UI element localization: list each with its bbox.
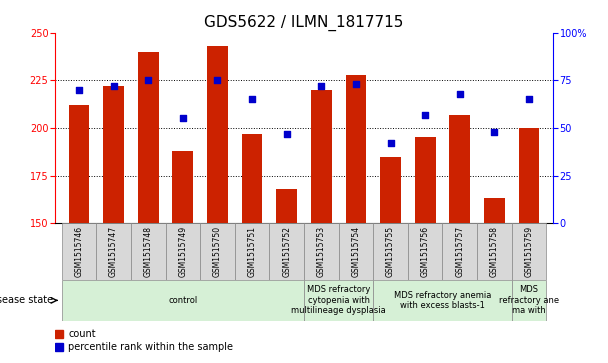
- Bar: [241, 134, 263, 223]
- Point: [524, 97, 534, 102]
- Bar: [449, 115, 470, 223]
- Text: GSM1515751: GSM1515751: [247, 226, 257, 277]
- Bar: [512, 223, 547, 280]
- Point: [489, 129, 499, 135]
- Bar: [408, 223, 443, 280]
- Bar: [311, 90, 332, 223]
- Point: [247, 97, 257, 102]
- Text: GSM1515748: GSM1515748: [143, 226, 153, 277]
- Bar: [165, 223, 200, 280]
- Text: GSM1515759: GSM1515759: [525, 226, 534, 277]
- Text: GSM1515758: GSM1515758: [490, 226, 499, 277]
- Text: GSM1515749: GSM1515749: [178, 226, 187, 277]
- Point: [282, 131, 292, 136]
- Point: [213, 77, 223, 83]
- Bar: [484, 199, 505, 223]
- Point: [316, 83, 326, 89]
- Bar: [345, 74, 366, 223]
- Text: MDS refractory
cytopenia with
multilineage dysplasia: MDS refractory cytopenia with multilinea…: [291, 285, 386, 315]
- Bar: [380, 156, 401, 223]
- Point: [74, 87, 84, 93]
- Bar: [443, 223, 477, 280]
- Text: MDS refractory anemia
with excess blasts-1: MDS refractory anemia with excess blasts…: [394, 291, 491, 310]
- Bar: [415, 138, 435, 223]
- Text: GSM1515754: GSM1515754: [351, 226, 361, 277]
- Text: GSM1515756: GSM1515756: [421, 226, 430, 277]
- Bar: [207, 46, 228, 223]
- Bar: [276, 189, 297, 223]
- Bar: [61, 223, 96, 280]
- Bar: [477, 223, 512, 280]
- Point: [143, 77, 153, 83]
- Text: control: control: [168, 296, 198, 305]
- Bar: [373, 223, 408, 280]
- Bar: [61, 280, 304, 321]
- Bar: [373, 280, 512, 321]
- Text: disease state: disease state: [0, 295, 53, 305]
- Text: count: count: [68, 329, 96, 339]
- Text: GSM1515746: GSM1515746: [74, 226, 83, 277]
- Text: GSM1515757: GSM1515757: [455, 226, 465, 277]
- Bar: [69, 105, 89, 223]
- Bar: [173, 151, 193, 223]
- Text: percentile rank within the sample: percentile rank within the sample: [68, 342, 233, 352]
- Bar: [55, 330, 63, 338]
- Text: GSM1515753: GSM1515753: [317, 226, 326, 277]
- Bar: [235, 223, 269, 280]
- Bar: [96, 223, 131, 280]
- Text: MDS
refractory ane
ma with: MDS refractory ane ma with: [499, 285, 559, 315]
- Point: [178, 115, 188, 121]
- Text: GSM1515752: GSM1515752: [282, 226, 291, 277]
- Point: [351, 81, 361, 87]
- Point: [109, 83, 119, 89]
- Bar: [339, 223, 373, 280]
- Bar: [304, 280, 373, 321]
- Bar: [131, 223, 165, 280]
- Text: GSM1515747: GSM1515747: [109, 226, 118, 277]
- Bar: [103, 86, 124, 223]
- Bar: [269, 223, 304, 280]
- Point: [420, 112, 430, 118]
- Point: [385, 140, 395, 146]
- Bar: [519, 128, 539, 223]
- Text: GSM1515750: GSM1515750: [213, 226, 222, 277]
- Bar: [138, 52, 159, 223]
- Bar: [55, 343, 63, 351]
- Point: [455, 91, 465, 97]
- Text: GSM1515755: GSM1515755: [386, 226, 395, 277]
- Bar: [512, 280, 547, 321]
- Bar: [304, 223, 339, 280]
- Bar: [200, 223, 235, 280]
- Title: GDS5622 / ILMN_1817715: GDS5622 / ILMN_1817715: [204, 15, 404, 31]
